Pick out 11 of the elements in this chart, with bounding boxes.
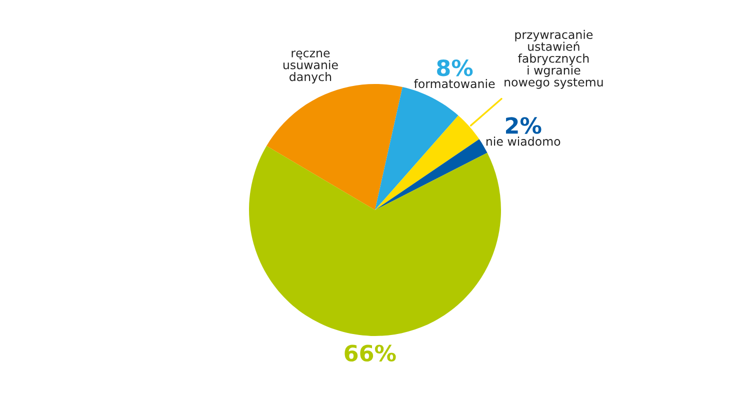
pie-slice (249, 146, 501, 336)
data-label: 66% (344, 344, 396, 362)
data-label: 2% (506, 117, 542, 134)
slice-label: przywracanie ustawień fabrycznych i wgranie nowego systemu (504, 30, 603, 89)
pie-slice (266, 84, 402, 210)
slice-label: nie wiadomo (486, 136, 560, 146)
pie-slice (375, 87, 458, 210)
slice-label: ręczne usuwanie danych (283, 50, 338, 84)
slice-label: formatowanie (414, 79, 495, 88)
data-label: 8% (437, 59, 473, 76)
pie-slice (375, 139, 488, 210)
